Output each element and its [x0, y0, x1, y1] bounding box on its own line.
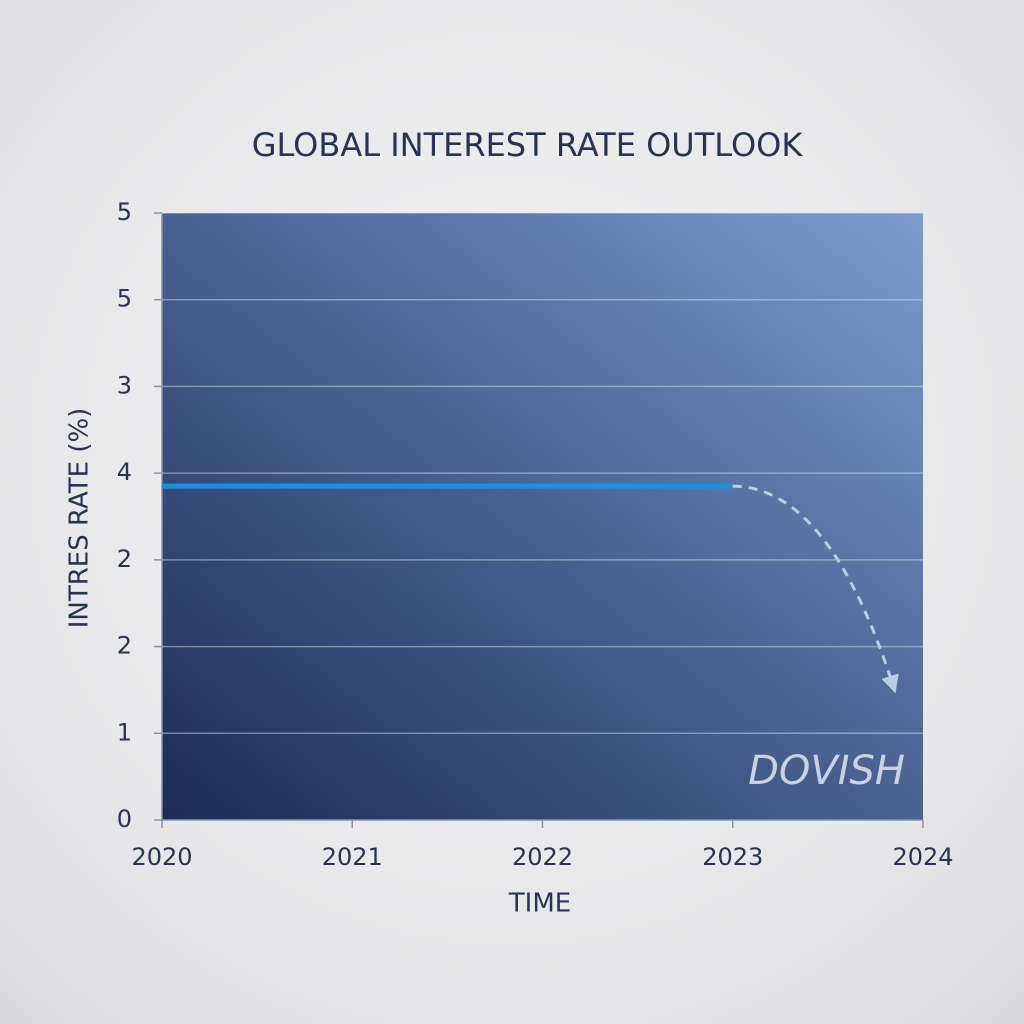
series-line	[732, 484, 899, 694]
y-tick-label: 0	[117, 805, 132, 833]
y-tick-label: 2	[117, 632, 132, 660]
y-tick-label: 4	[117, 458, 132, 486]
annotation: DOVISH	[748, 748, 905, 794]
x-tick-label: 2021	[322, 843, 383, 871]
x-tick-label: 2023	[702, 843, 763, 871]
x-tick-label: 2024	[892, 843, 953, 871]
y-axis-label: INTRES RATE (%)	[65, 408, 95, 629]
y-tick-label: 2	[117, 545, 132, 573]
plot-area	[162, 213, 923, 820]
x-axis-label: TIME	[508, 889, 571, 919]
y-tick-label: 5	[117, 285, 132, 313]
y-tick-label: 1	[117, 718, 132, 746]
y-tick-label: 5	[117, 198, 132, 226]
x-tick-label: 2022	[512, 843, 573, 871]
y-tick-label: 3	[117, 371, 132, 399]
x-tick-label: 2020	[131, 843, 192, 871]
chart-title: GLOBAL INTEREST RATE OUTLOOK	[252, 126, 804, 164]
